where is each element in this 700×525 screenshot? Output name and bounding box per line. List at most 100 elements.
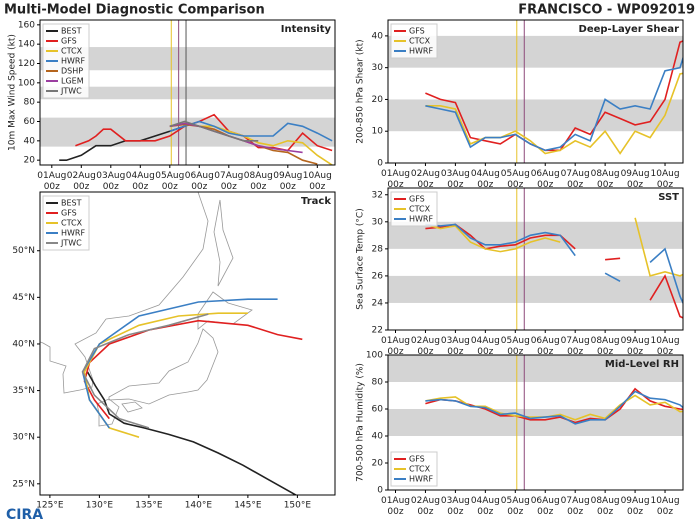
x-tick-label: 10Aug 00z — [303, 171, 332, 192]
x-tick-label: 04Aug 00z — [471, 496, 500, 517]
x-tick-label: 03Aug 00z — [441, 496, 470, 517]
legend-label: HWRF — [61, 229, 85, 238]
plot-area — [40, 20, 335, 165]
band — [388, 409, 683, 436]
y-tick-label: 60 — [24, 117, 36, 127]
legend-label: BEST — [61, 199, 82, 208]
legend-box — [390, 451, 438, 487]
series-line — [425, 387, 683, 424]
x-tick-label: 07Aug 00z — [561, 169, 590, 190]
legend-label: CTCX — [409, 37, 431, 46]
track-line — [81, 298, 278, 429]
x-tick-label: 08Aug 00z — [591, 496, 620, 517]
x-tick-label: 06Aug 00z — [185, 171, 214, 192]
legend-label: GFS — [61, 209, 77, 218]
frame — [387, 187, 684, 331]
plot-area — [388, 355, 683, 490]
x-tick-label: 08Aug 00z — [591, 169, 620, 190]
x-tick-label: 145°E — [234, 501, 262, 511]
x-tick-label: 03Aug 00z — [96, 171, 125, 192]
legend-label: HWRF — [61, 57, 85, 66]
legend-label: GFS — [409, 455, 425, 464]
x-tick-label: 135°E — [135, 501, 163, 511]
x-tick-label: 03Aug 00z — [441, 169, 470, 190]
legend-label: JTWC — [60, 87, 82, 96]
x-tick-label: 05Aug 00z — [501, 336, 530, 357]
y-axis-label: 10m Max Wind Speed (kt) — [8, 34, 18, 151]
track-line — [81, 313, 209, 429]
x-tick-label: 04Aug 00z — [471, 169, 500, 190]
series-line — [169, 120, 333, 142]
series-line — [425, 223, 683, 305]
y-tick-label: 0 — [377, 486, 383, 496]
legend-label: GFS — [61, 37, 77, 46]
legend-label: BEST — [61, 27, 82, 36]
x-tick-label: 10Aug 00z — [651, 496, 680, 517]
panel-title: Deep-Layer Shear — [579, 24, 680, 35]
coast-honshu — [108, 328, 219, 405]
x-tick-label: 05Aug 00z — [501, 496, 530, 517]
x-tick-label: 04Aug 00z — [471, 336, 500, 357]
x-tick-label: 09Aug 00z — [621, 496, 650, 517]
legend-label: GFS — [409, 195, 425, 204]
y-tick-label: 30 — [372, 63, 384, 73]
band — [388, 99, 683, 132]
legend-label: JTWC — [60, 239, 82, 248]
x-tick-label: 130°E — [86, 501, 114, 511]
y-tick-label: 0 — [377, 159, 383, 169]
plot-area — [388, 188, 683, 330]
panel-title: Mid-Level RH — [605, 359, 679, 370]
legend-label: CTCX — [61, 219, 83, 228]
x-tick-label: 01Aug 00z — [381, 169, 410, 190]
x-tick-label: 08Aug 00z — [244, 171, 273, 192]
x-tick-label: 04Aug 00z — [126, 171, 155, 192]
legend-label: GFS — [409, 27, 425, 36]
x-tick-label: 09Aug 00z — [621, 336, 650, 357]
y-tick-label: 30 — [372, 217, 384, 227]
logo: CIRA — [6, 507, 43, 523]
panel-title: Intensity — [281, 24, 332, 35]
x-tick-label: 10Aug 00z — [651, 336, 680, 357]
x-tick-label: 10Aug 00z — [651, 169, 680, 190]
y-tick-label: 80 — [24, 98, 36, 108]
y-axis-label: 200-850 hPa Shear (kt) — [356, 39, 366, 143]
band — [40, 47, 335, 71]
storm-id: FRANCISCO - WP092019 — [518, 3, 695, 18]
legend-label: CTCX — [409, 205, 431, 214]
y-tick-label: 120 — [18, 59, 35, 69]
band — [40, 86, 335, 100]
y-tick-label: 40°N — [12, 339, 35, 349]
plot-area — [81, 298, 303, 495]
coastlines — [40, 192, 253, 427]
x-tick-label: 02Aug 00z — [411, 169, 440, 190]
y-tick-label: 25°N — [12, 479, 35, 489]
x-tick-label: 06Aug 00z — [531, 496, 560, 517]
x-tick-label: 02Aug 00z — [411, 336, 440, 357]
figure-title: Multi-Model Diagnostic Comparison — [4, 3, 265, 18]
coast-russia — [105, 192, 209, 320]
y-tick-label: 100 — [366, 351, 383, 361]
y-axis-label: Sea Surface Temp (°C) — [356, 208, 366, 309]
coast-shikoku — [121, 401, 143, 413]
y-tick-label: 26 — [372, 271, 384, 281]
y-tick-label: 22 — [372, 326, 383, 336]
y-tick-label: 160 — [18, 20, 35, 30]
frame — [387, 354, 684, 491]
y-tick-label: 80 — [372, 378, 384, 388]
y-tick-label: 32 — [372, 190, 383, 200]
band — [388, 275, 683, 303]
x-tick-label: 09Aug 00z — [621, 169, 650, 190]
y-tick-label: 40 — [372, 432, 384, 442]
band — [388, 355, 683, 382]
y-tick-label: 140 — [18, 40, 35, 50]
series-line — [425, 55, 683, 152]
x-tick-label: 125°E — [36, 501, 64, 511]
legend-label: CTCX — [61, 47, 83, 56]
y-tick-label: 20 — [372, 459, 384, 469]
legend-label: LGEM — [61, 77, 84, 86]
coast-sakhalin — [213, 199, 234, 287]
y-tick-label: 40 — [372, 31, 384, 41]
y-tick-label: 50°N — [12, 246, 35, 256]
y-tick-label: 45°N — [12, 293, 35, 303]
